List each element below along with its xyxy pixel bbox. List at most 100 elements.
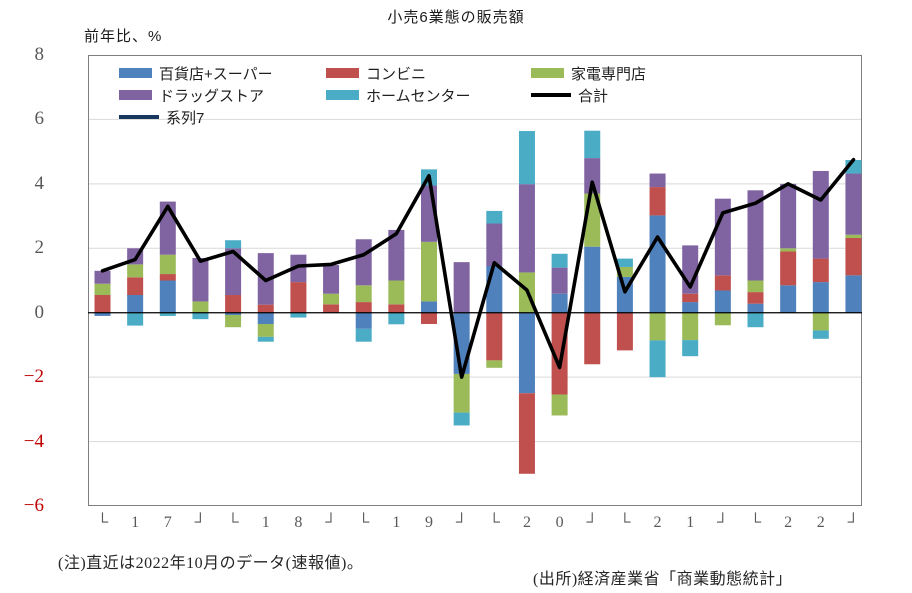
bar-segment bbox=[551, 312, 568, 395]
x-tick-label: └ bbox=[227, 514, 239, 531]
bar-segment bbox=[518, 393, 535, 474]
x-tick-label: 1 bbox=[261, 514, 270, 531]
x-tick-label: └ bbox=[619, 514, 631, 531]
x-tick-label: └ bbox=[488, 514, 500, 531]
bar-segment bbox=[127, 312, 144, 326]
bar-segment bbox=[257, 312, 274, 324]
x-tick-label: 2 bbox=[653, 514, 662, 531]
bar-segment bbox=[584, 312, 601, 365]
bar-segment bbox=[616, 258, 633, 267]
drugstore-swatch-icon bbox=[119, 90, 152, 100]
bar-segment bbox=[94, 294, 111, 313]
bar-segment bbox=[421, 301, 437, 313]
bar-segment bbox=[290, 254, 307, 283]
bar-segment bbox=[159, 274, 176, 281]
bar-segment bbox=[812, 170, 829, 259]
bar-segment bbox=[845, 173, 862, 235]
bar-segment bbox=[649, 215, 666, 313]
bar-segment bbox=[486, 210, 503, 224]
bar-segment bbox=[551, 293, 568, 313]
x-tick-label: ┘ bbox=[847, 514, 860, 531]
source-note: (出所)経済産業省「商業動態統計」 bbox=[533, 571, 793, 588]
legend-label: ホームセンター bbox=[366, 87, 471, 105]
series7-line-swatch-icon bbox=[119, 115, 159, 119]
bar-segment bbox=[682, 302, 699, 313]
bar-segment bbox=[421, 241, 437, 302]
bar-segment bbox=[518, 131, 535, 185]
legend-item-electronics: 家電専門店 bbox=[531, 62, 646, 84]
bar-segment bbox=[257, 323, 274, 337]
y-tick-label: 4 bbox=[34, 172, 45, 194]
electronics-swatch-icon bbox=[531, 68, 564, 78]
bar-segment bbox=[747, 312, 764, 328]
x-tick-label: 0 bbox=[555, 514, 564, 531]
bar-segment bbox=[682, 340, 699, 357]
y-tick-label: 8 bbox=[34, 44, 45, 65]
bar-segment bbox=[159, 312, 176, 316]
x-tick-label: 1 bbox=[392, 514, 401, 531]
y-tick-label: −2 bbox=[23, 366, 44, 388]
bar-segment bbox=[192, 301, 209, 313]
y-axis-unit-label: 前年比、% bbox=[84, 28, 163, 45]
legend-row: 百貨店+スーパー コンビニ 家電専門店 bbox=[88, 62, 862, 84]
bar-segment bbox=[94, 283, 111, 295]
x-tick-label: 7 bbox=[163, 514, 172, 531]
bar-segment bbox=[812, 258, 829, 283]
bar-segment bbox=[845, 237, 862, 276]
legend-label: ドラッグストア bbox=[159, 87, 265, 105]
x-tick-label: ┘ bbox=[194, 514, 207, 531]
bar-segment bbox=[94, 312, 111, 316]
bar-segment bbox=[714, 275, 731, 291]
bar-segment bbox=[780, 248, 797, 252]
bar-segment bbox=[323, 265, 340, 294]
bar-segment bbox=[421, 312, 437, 324]
bar-segment bbox=[290, 282, 307, 313]
bar-segment bbox=[257, 336, 274, 342]
bar-segment bbox=[323, 304, 340, 313]
dept-super-swatch-icon bbox=[119, 68, 152, 78]
bar-segment bbox=[486, 266, 503, 313]
bar-segment bbox=[747, 280, 764, 293]
bar-segment bbox=[257, 304, 274, 313]
bar-segment bbox=[845, 275, 862, 313]
chart-title: 小売6業態の販売額 bbox=[387, 9, 525, 26]
bar-segment bbox=[812, 330, 829, 339]
convenience-swatch-icon bbox=[326, 68, 359, 78]
bar-segment bbox=[518, 312, 535, 394]
x-tick-label: ┘ bbox=[717, 514, 729, 531]
x-tick-label: ┘ bbox=[586, 514, 598, 531]
bar-segment bbox=[682, 293, 699, 303]
x-tick-label: ┘ bbox=[325, 514, 337, 531]
bar-segment bbox=[518, 184, 535, 273]
bar-segment bbox=[323, 293, 340, 305]
bar-segment bbox=[649, 187, 666, 216]
bar-segment bbox=[812, 312, 829, 331]
legend-label: 家電専門店 bbox=[571, 65, 647, 83]
bar-segment bbox=[225, 314, 242, 328]
plot-frame bbox=[88, 55, 862, 506]
total-line-swatch-icon bbox=[531, 93, 571, 97]
bar-segment bbox=[780, 183, 797, 249]
x-tick-label: └ bbox=[358, 514, 370, 531]
bar-segment bbox=[551, 253, 568, 268]
bar-segment bbox=[649, 312, 666, 341]
bar-segment bbox=[551, 394, 568, 416]
bar-segment bbox=[714, 290, 731, 313]
legend-row: ドラッグストア ホームセンター 合計 bbox=[88, 84, 862, 106]
bar-segment bbox=[127, 264, 144, 278]
bar-segment bbox=[225, 312, 242, 315]
bar-segment bbox=[355, 285, 372, 303]
x-tick-label: 8 bbox=[294, 514, 303, 531]
bar-segment bbox=[747, 292, 764, 304]
homecenter-swatch-icon bbox=[326, 90, 359, 100]
bar-segment bbox=[355, 312, 372, 329]
bar-segment bbox=[453, 262, 470, 313]
bar-segment bbox=[714, 312, 731, 326]
bar-segment bbox=[355, 239, 372, 286]
legend-label: コンビニ bbox=[366, 65, 427, 83]
bar-segment bbox=[388, 280, 405, 305]
legend-label: 系列7 bbox=[166, 109, 205, 127]
bar-segment bbox=[127, 294, 144, 313]
bar-segment bbox=[649, 173, 666, 188]
